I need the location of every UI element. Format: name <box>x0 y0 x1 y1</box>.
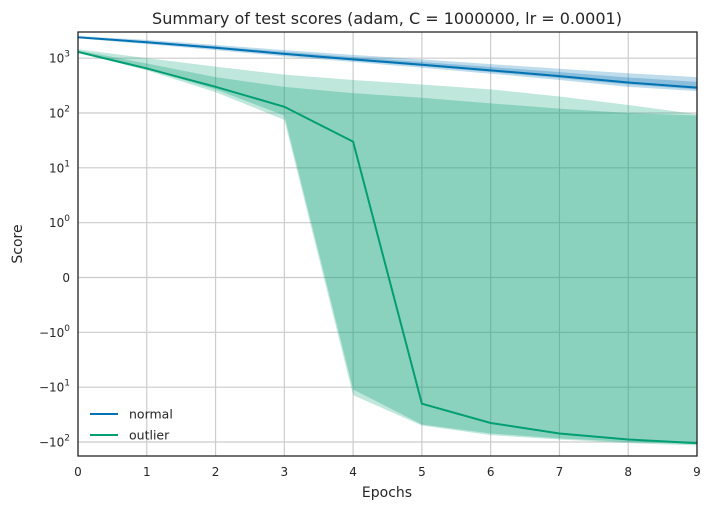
series-lines <box>77 36 698 445</box>
plot-frame <box>77 31 698 457</box>
x-tick-label: 0 <box>74 465 82 479</box>
y-tick-label: 102 <box>49 104 70 120</box>
y-tick-label: −102 <box>39 434 70 450</box>
legend-label-normal: normal <box>129 407 173 422</box>
bands <box>78 35 697 446</box>
y-tick-label: 101 <box>49 159 70 175</box>
x-tick-label: 4 <box>349 465 357 479</box>
legend-label-outlier: outlier <box>129 428 170 443</box>
y-tick-label: −100 <box>39 324 70 340</box>
x-tick-label: 3 <box>281 465 289 479</box>
x-tick-labels: 0 1 2 3 4 5 6 7 8 9 <box>74 465 701 479</box>
x-axis-label: Epochs <box>362 485 412 501</box>
x-tick-label: 7 <box>556 465 564 479</box>
y-tick-label: 103 <box>49 50 70 66</box>
legend: normal outlier <box>90 407 173 443</box>
x-tick-label: 9 <box>693 465 701 479</box>
band-outer-outlier <box>78 49 697 446</box>
y-axis-label: Score <box>10 224 26 263</box>
y-tick-label: −101 <box>39 379 70 395</box>
x-tick-label: 8 <box>624 465 632 479</box>
series-line-outlier <box>77 50 698 445</box>
chart-title: Summary of test scores (adam, C = 100000… <box>152 9 622 28</box>
band-inner-outlier <box>78 50 697 445</box>
series-line-normal <box>77 36 698 89</box>
x-tick-label: 5 <box>418 465 426 479</box>
y-tick-label: 0 <box>62 271 70 285</box>
y-tick-label: 100 <box>49 214 70 230</box>
y-tick-labels: 103 102 101 100 0 −100 −101 −102 <box>39 50 70 450</box>
x-tick-label: 6 <box>487 465 495 479</box>
x-tick-label: 1 <box>143 465 151 479</box>
x-tick-label: 2 <box>212 465 220 479</box>
grid <box>77 32 698 456</box>
